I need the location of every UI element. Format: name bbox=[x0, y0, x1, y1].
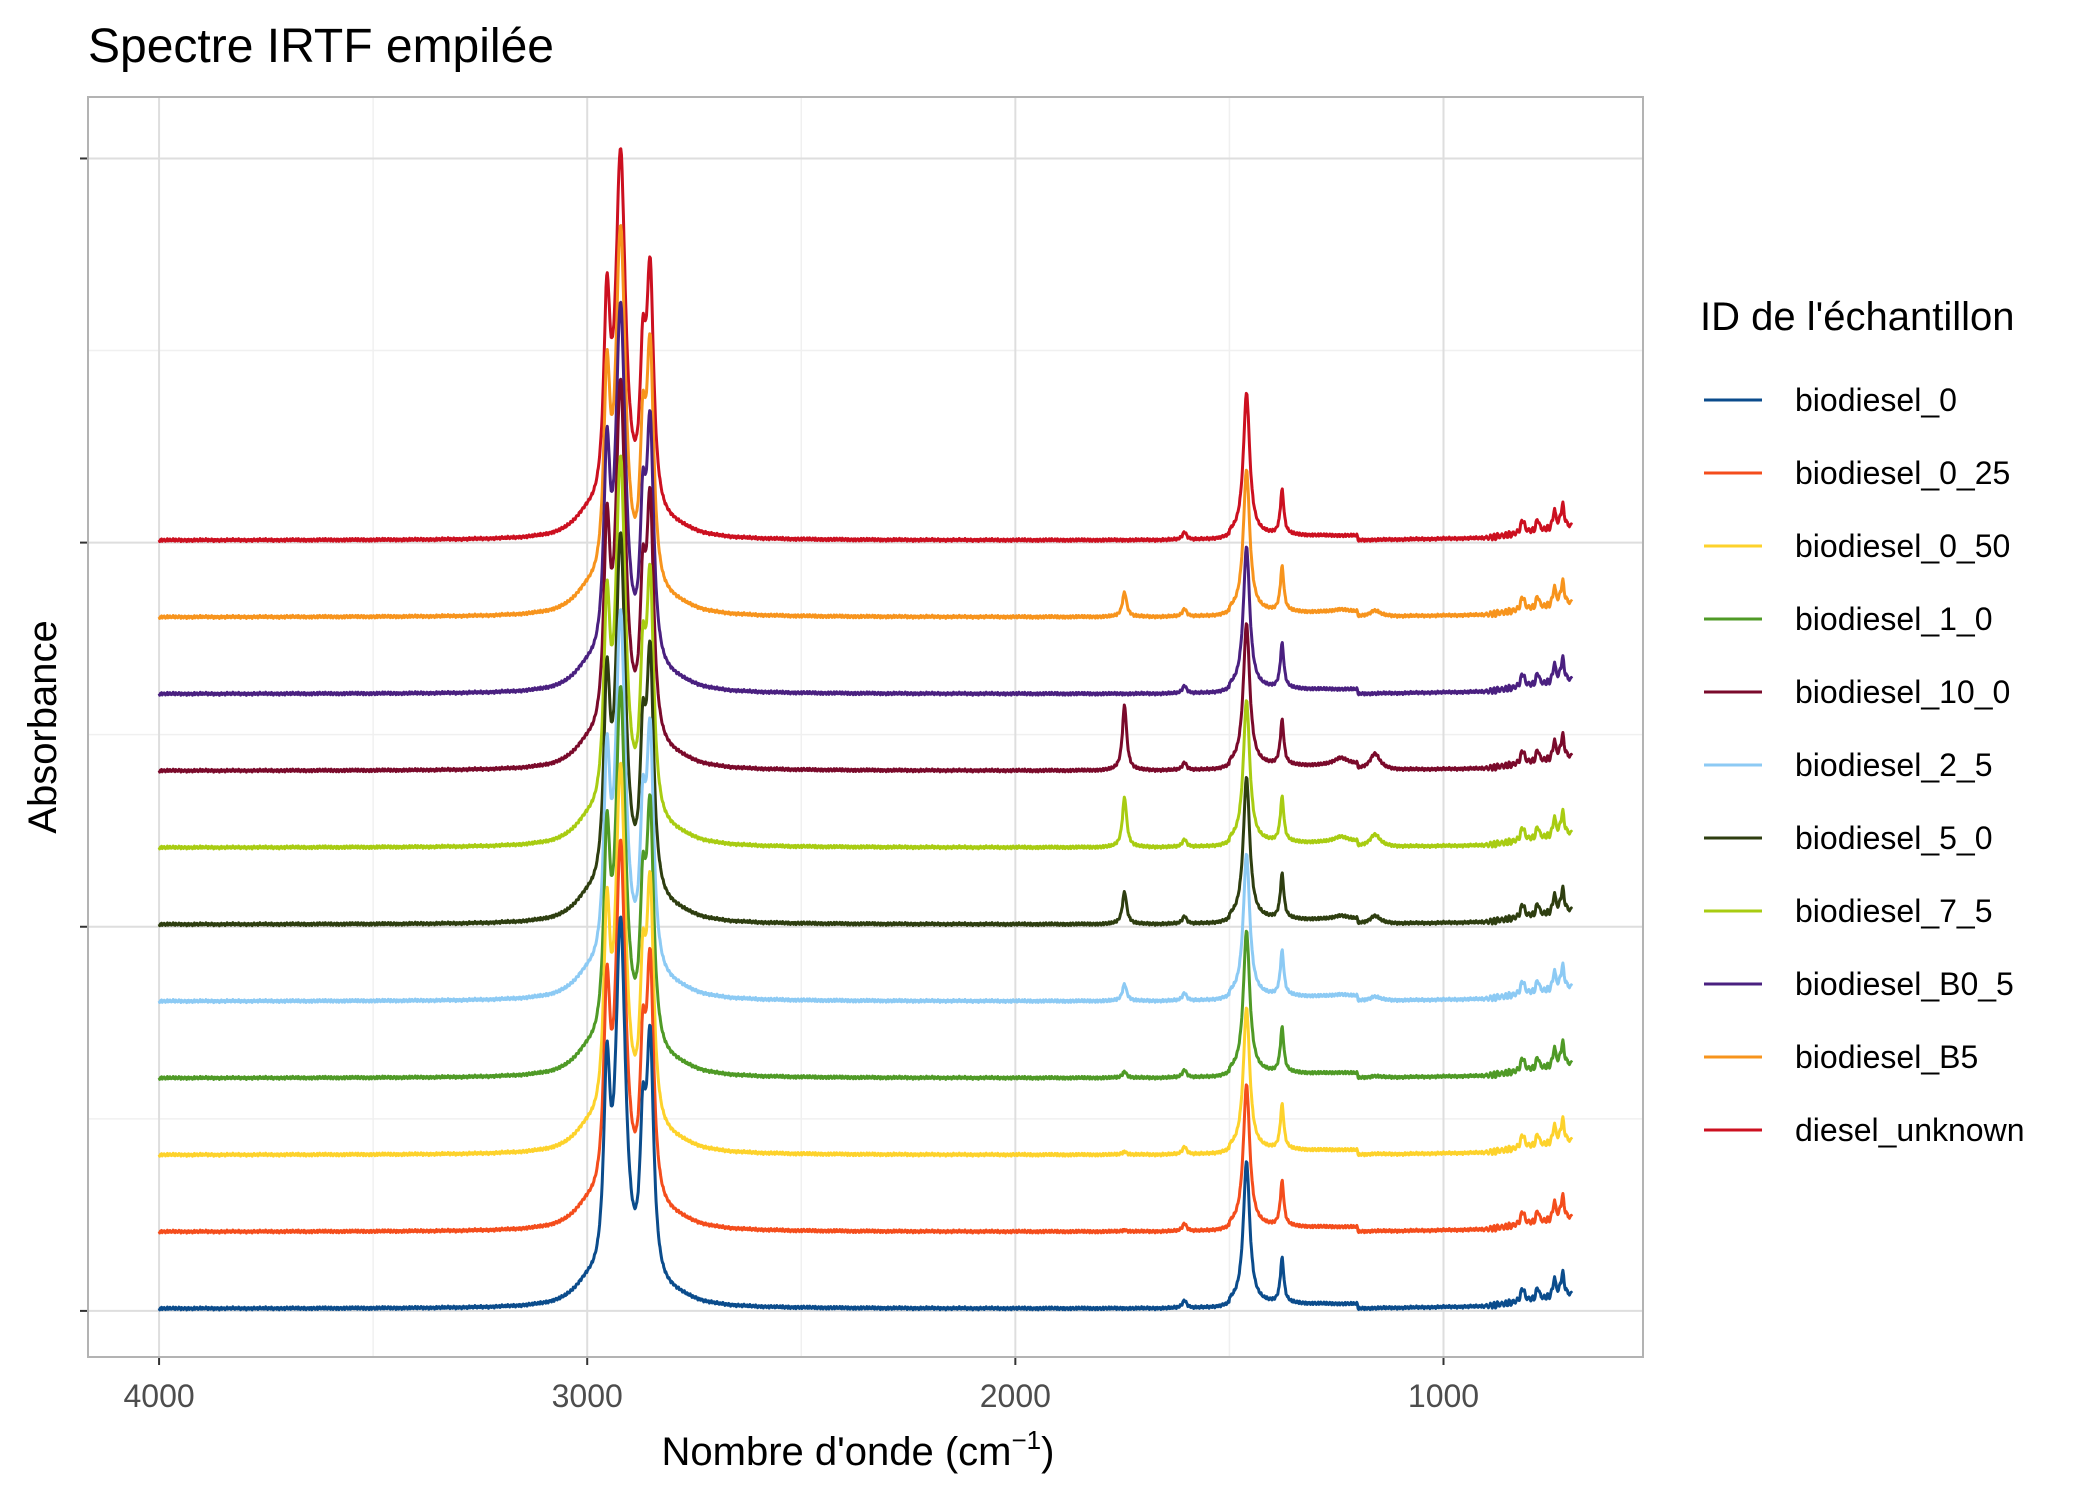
chart-title: Spectre IRTF empilée bbox=[88, 20, 554, 73]
legend-label-biodiesel_B0_5: biodiesel_B0_5 bbox=[1795, 966, 2014, 1002]
legend-title: ID de l'échantillon bbox=[1700, 295, 2015, 339]
series-line-biodiesel_1_0 bbox=[157, 685, 1574, 1081]
legend-label-biodiesel_0_50: biodiesel_0_50 bbox=[1795, 528, 2010, 564]
x-axis-title: Nombre d'onde (cm−1) bbox=[662, 1425, 1055, 1474]
legend: ID de l'échantillon biodiesel_0 biodiesel… bbox=[1700, 295, 2025, 1148]
series-line-biodiesel_0_25 bbox=[157, 838, 1574, 1235]
series-line-biodiesel_0 bbox=[157, 915, 1574, 1312]
series-line-biodiesel_B5 bbox=[157, 224, 1574, 620]
series-line-biodiesel_B0_5 bbox=[157, 300, 1574, 697]
legend-label-biodiesel_10_0: biodiesel_10_0 bbox=[1795, 674, 2010, 710]
legend-label-biodiesel_0_25: biodiesel_0_25 bbox=[1795, 455, 2010, 491]
legend-label-biodiesel_1_0: biodiesel_1_0 bbox=[1795, 601, 1993, 637]
plot-panel-border bbox=[87, 96, 1644, 1358]
x-tick-label-0: 4000 bbox=[123, 1378, 194, 1414]
x-tick-label-1: 3000 bbox=[552, 1378, 623, 1414]
x-axis-title-main: Nombre d'onde (cm bbox=[662, 1430, 1012, 1474]
x-tick-label-3: 1000 bbox=[1408, 1378, 1479, 1414]
x-axis-title-superscript: −1 bbox=[1012, 1425, 1042, 1455]
series-line-biodiesel_7_5 bbox=[157, 454, 1574, 851]
series-line-biodiesel_5_0 bbox=[157, 531, 1574, 928]
tick-layer: 4000 3000 2000 1000 bbox=[80, 157, 1479, 1414]
legend-label-biodiesel_7_5: biodiesel_7_5 bbox=[1795, 893, 1993, 929]
series-layer bbox=[157, 147, 1574, 1312]
series-line-diesel_unknown bbox=[157, 147, 1574, 544]
legend-label-biodiesel_0: biodiesel_0 bbox=[1795, 382, 1957, 418]
legend-label-biodiesel_2_5: biodiesel_2_5 bbox=[1795, 747, 1993, 783]
legend-label-diesel_unknown: diesel_unknown bbox=[1795, 1112, 2025, 1148]
x-axis-title-suffix: ) bbox=[1041, 1430, 1054, 1474]
legend-label-biodiesel_B5: biodiesel_B5 bbox=[1795, 1039, 1978, 1075]
x-tick-label-2: 2000 bbox=[980, 1378, 1051, 1414]
grid-layer bbox=[88, 97, 1643, 1357]
series-line-biodiesel_0_50 bbox=[157, 761, 1574, 1158]
y-axis-title: Absorbance bbox=[21, 620, 65, 833]
series-line-biodiesel_10_0 bbox=[157, 377, 1574, 774]
series-line-biodiesel_2_5 bbox=[157, 608, 1574, 1005]
legend-label-biodiesel_5_0: biodiesel_5_0 bbox=[1795, 820, 1993, 856]
